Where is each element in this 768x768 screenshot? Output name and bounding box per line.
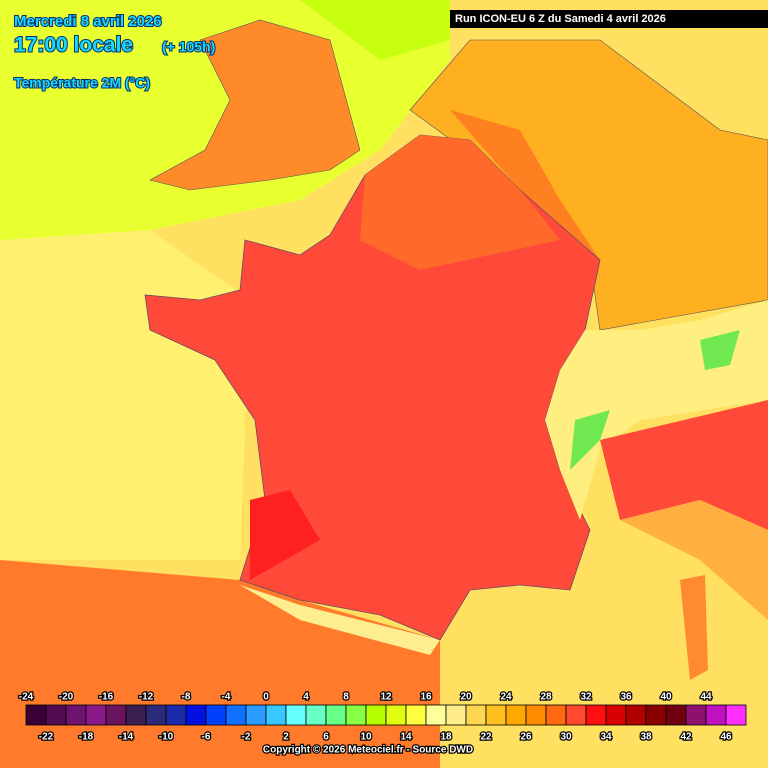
legend: -24-22-20-18-16-14-12-10-8-6-4-202468101…	[18, 690, 747, 744]
legend-swatch	[705, 704, 727, 726]
legend-label: -24	[19, 692, 34, 703]
legend-label: 2	[283, 732, 289, 743]
legend-swatch	[585, 704, 607, 726]
legend-label: 34	[600, 732, 612, 743]
legend-label: 18	[440, 732, 452, 743]
benelux	[450, 110, 600, 260]
legend-label: 6	[323, 732, 329, 743]
legend-swatch	[625, 704, 647, 726]
legend-label: 30	[560, 732, 572, 743]
legend-swatch	[565, 704, 587, 726]
date: Mercredi 8 avril 2026	[14, 13, 162, 30]
legend-label: 26	[520, 732, 532, 743]
legend-label: -10	[159, 732, 174, 743]
field: Température 2M (°C)	[14, 75, 150, 91]
legend-swatch	[425, 704, 447, 726]
legend-swatch	[665, 704, 687, 726]
legend-label: 36	[620, 692, 632, 703]
legend-swatch	[645, 704, 667, 726]
legend-swatch	[25, 704, 47, 726]
legend-swatch	[385, 704, 407, 726]
legend-swatch	[445, 704, 467, 726]
legend-label: -20	[59, 692, 74, 703]
legend-swatch	[65, 704, 87, 726]
legend-swatch	[105, 704, 127, 726]
run-box	[450, 10, 768, 28]
legend-swatch	[225, 704, 247, 726]
legend-label: 0	[263, 692, 269, 703]
legend-swatch	[45, 704, 67, 726]
france-north	[360, 135, 560, 270]
legend-swatch	[185, 704, 207, 726]
legend-label: -2	[242, 732, 251, 743]
legend-label: -18	[79, 732, 94, 743]
legend-swatch	[505, 704, 527, 726]
legend-label: -8	[182, 692, 191, 703]
lead-time: (+ 105h)	[162, 39, 215, 55]
legend-swatch	[485, 704, 507, 726]
legend-label: 22	[480, 732, 492, 743]
legend-label: 24	[500, 692, 512, 703]
legend-swatch	[145, 704, 167, 726]
legend-label: 8	[343, 692, 349, 703]
legend-label: 32	[580, 692, 592, 703]
legend-label: 28	[540, 692, 552, 703]
legend-label: -16	[99, 692, 114, 703]
legend-label: -22	[39, 732, 54, 743]
legend-swatch	[125, 704, 147, 726]
legend-swatch	[325, 704, 347, 726]
north-zone	[300, 0, 450, 60]
po-valley	[600, 400, 768, 530]
legend-label: -12	[139, 692, 154, 703]
legend-label: 4	[303, 692, 309, 703]
legend-swatch	[725, 704, 747, 726]
legend-label: 44	[700, 692, 712, 703]
legend-swatch	[245, 704, 267, 726]
legend-label: -14	[119, 732, 134, 743]
legend-swatch	[85, 704, 107, 726]
legend-label: 10	[360, 732, 372, 743]
legend-swatch	[305, 704, 327, 726]
corsica	[680, 575, 708, 680]
legend-label: 46	[720, 732, 732, 743]
copyright: Copyright © 2026 Meteociel.fr - Source D…	[263, 745, 473, 756]
legend-label: 20	[460, 692, 472, 703]
legend-swatch	[285, 704, 307, 726]
run-info: Run ICON-EU 6 Z du Samedi 4 avril 2026	[455, 13, 666, 25]
legend-label: 12	[380, 692, 392, 703]
legend-swatch	[525, 704, 547, 726]
legend-label: -4	[222, 692, 231, 703]
italy	[620, 500, 768, 620]
legend-swatch	[465, 704, 487, 726]
legend-swatch	[165, 704, 187, 726]
legend-label: 40	[660, 692, 672, 703]
legend-label: -6	[202, 732, 211, 743]
legend-swatch	[405, 704, 427, 726]
legend-swatch	[685, 704, 707, 726]
legend-swatch	[265, 704, 287, 726]
legend-swatch	[205, 704, 227, 726]
time: 17:00 locale	[14, 34, 133, 57]
britain	[149, 19, 361, 191]
legend-swatch	[605, 704, 627, 726]
atlantic	[0, 230, 250, 560]
legend-label: 16	[420, 692, 432, 703]
pyrenees	[240, 585, 440, 655]
legend-swatch	[545, 704, 567, 726]
alps-peaks	[570, 330, 740, 470]
landes	[250, 490, 320, 580]
legend-swatch	[365, 704, 387, 726]
legend-label: 38	[640, 732, 652, 743]
legend-swatch	[345, 704, 367, 726]
legend-label: 14	[400, 732, 412, 743]
legend-label: 42	[680, 732, 692, 743]
